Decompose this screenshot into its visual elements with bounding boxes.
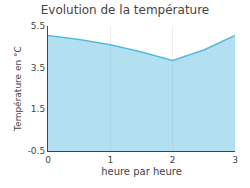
svg-text:-0.5: -0.5 [28,146,46,156]
svg-text:3: 3 [232,155,238,165]
svg-text:3.5: 3.5 [31,63,45,73]
svg-text:2: 2 [170,155,176,165]
svg-text:5.5: 5.5 [31,21,45,31]
svg-text:0: 0 [45,155,51,165]
svg-text:Evolution de la température: Evolution de la température [41,3,210,17]
svg-text:1.5: 1.5 [31,104,45,114]
svg-text:1: 1 [107,155,113,165]
svg-text:heure par heure: heure par heure [101,166,182,177]
svg-text:Température en °C: Température en °C [13,46,23,132]
